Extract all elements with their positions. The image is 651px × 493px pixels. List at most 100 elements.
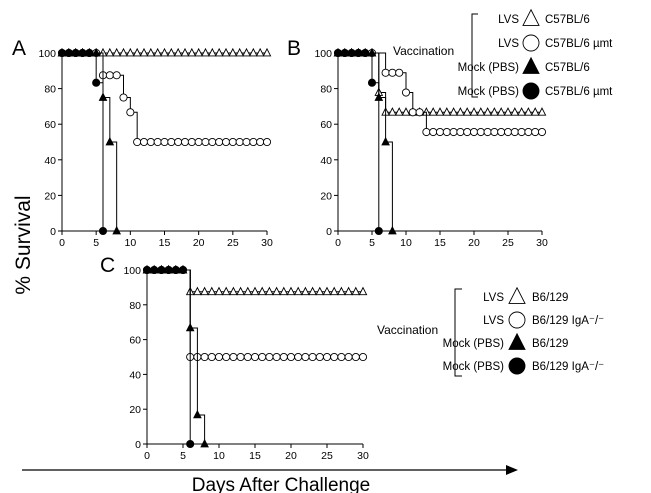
panel-b-open-triangle-point — [462, 107, 472, 116]
panel-a-open-circle-point — [133, 137, 142, 147]
legend-top-strain: C57BL/6 µmt — [545, 38, 613, 50]
panel-b-filled-circle-point — [367, 78, 377, 87]
panel-c-open-triangle-point — [272, 286, 281, 296]
legend-top-treatment: Mock (PBS) — [458, 62, 520, 74]
panel-c-open-circle-point — [272, 352, 281, 362]
panel-a-open-circle-point — [228, 137, 237, 147]
panel-b-open-triangle-point — [537, 107, 547, 116]
panel-b-open-circle-point — [510, 127, 519, 137]
panel-a-open-circle-point — [146, 137, 155, 147]
panel-a-y-tick-label: 60 — [44, 119, 56, 131]
panel-b-open-circle-point — [476, 127, 485, 137]
panel-a-open-circle-point — [105, 71, 114, 80]
panel-c-y-tick-label: 0 — [135, 439, 141, 451]
panel-a-x-tick-label: 20 — [193, 237, 205, 249]
panel-c-series-open-circle — [142, 265, 368, 362]
legend-bottom-treatment: Mock (PBS) — [443, 338, 505, 350]
panel-b-open-triangle-point — [483, 107, 492, 116]
panel-b-open-triangle-point — [388, 107, 397, 116]
legend-top-group-label: Vaccination — [393, 44, 454, 58]
panel-b-open-triangle-point — [496, 107, 506, 116]
x-axis-label: Days After Challenge — [192, 475, 371, 493]
panel-b-open-circle-point — [490, 127, 499, 137]
panel-c-y-tick-label: 100 — [123, 265, 141, 277]
panel-a-open-circle-point — [126, 108, 135, 117]
panel-c-filled-circle-point — [142, 265, 152, 275]
panel-a-open-triangle-point — [262, 47, 272, 57]
legend-top-treatment: Mock (PBS) — [458, 86, 520, 98]
panel-c-filled-circle-point — [178, 265, 188, 275]
legend-top-bracket — [471, 13, 478, 98]
panel-c-open-triangle-point — [293, 286, 303, 296]
panel-c-filled-circle-point — [150, 265, 159, 275]
panel-b-open-triangle-point — [401, 107, 411, 116]
legend-bottom-bracket — [454, 288, 462, 377]
y-axis-label: % Survival — [12, 195, 35, 294]
panel-c-open-circle-point — [322, 352, 332, 362]
panel-a-open-triangle-point — [173, 47, 183, 57]
panel-b-series-filled-circle — [333, 48, 383, 236]
legend-bottom-strain: B6/129 IgA⁻/⁻ — [532, 361, 604, 373]
legend-bottom-strain: B6/129 — [532, 292, 568, 304]
panel-b-open-circle-point — [408, 108, 417, 117]
panel-b-y-tick-label: 20 — [320, 190, 332, 202]
panel-a-open-triangle-point — [153, 47, 163, 57]
panel-a-open-triangle-point — [242, 47, 251, 57]
panel-b-open-triangle-point — [394, 107, 404, 116]
panel-c-series-filled-circle — [142, 265, 195, 449]
panel-b-open-circle-point — [435, 127, 445, 137]
panel-b-open-triangle-point — [449, 107, 458, 116]
panel-b-open-circle-point — [395, 68, 404, 77]
panel-c-open-triangle-point — [200, 286, 209, 296]
panel-b-y-tick-label: 0 — [326, 226, 332, 238]
panel-a-open-triangle-point — [248, 47, 258, 57]
panel-c-open-circle-point — [222, 352, 231, 362]
panel-a-open-circle-point — [153, 137, 162, 147]
panel-c-open-circle-point — [294, 352, 303, 362]
panel-a-series-open-circle — [57, 48, 272, 147]
panel-a-filled-circle-point — [92, 78, 101, 87]
panel-a-open-circle-point — [119, 93, 128, 102]
panel-c-open-circle-point — [250, 352, 260, 362]
panel-a-y-tick-label: 80 — [44, 84, 56, 96]
legend-top-marker-filled-triangle — [522, 56, 540, 74]
panel-c-x-tick-label: 25 — [321, 450, 333, 462]
legend-top-row: Mock (PBS) C57BL/6 µmt — [458, 82, 613, 100]
panel-c-x-tick-label: 15 — [249, 450, 261, 462]
panel-b-open-triangle-point — [476, 107, 486, 116]
legend-bottom-row: LVS B6/129 — [483, 286, 568, 304]
panel-c-letter: C — [100, 254, 115, 277]
panel-c-open-circle-point — [358, 352, 368, 362]
panel-a-y-tick-label: 0 — [50, 226, 56, 238]
legend-bottom-row: LVS B6/129 IgA⁻/⁻ — [483, 311, 604, 329]
legend-top-strain: C57BL/6 — [545, 62, 590, 74]
panel-a-open-triangle-point — [255, 47, 265, 57]
legend-bottom-row: Mock (PBS) B6/129 — [443, 332, 568, 350]
panel-b-open-triangle-point — [524, 107, 533, 116]
panel-c-open-triangle-point — [286, 286, 296, 296]
panel-c-open-circle-point — [315, 352, 324, 362]
panel-b-x-tick-label: 0 — [335, 237, 341, 249]
panel-b-y-tick-label: 100 — [314, 48, 332, 60]
panel-c-filled-circle-point — [186, 439, 195, 449]
panel-a-letter: A — [12, 37, 26, 60]
panel-c-open-triangle-point — [221, 286, 231, 296]
panel-a-filled-circle-point — [71, 48, 80, 58]
panel-c-open-triangle-point — [265, 286, 274, 296]
panel-b-open-triangle-point — [428, 107, 438, 116]
panel-b-y-tick-label: 40 — [320, 155, 332, 167]
panel-c-open-triangle-point — [236, 286, 245, 296]
panel-b-open-triangle-point — [435, 107, 445, 116]
panel-c-filled-circle-line — [147, 269, 191, 444]
panel-b-open-circle-point — [381, 68, 390, 77]
panel-a-open-circle-point — [112, 71, 121, 80]
panel-a-open-circle-point — [256, 137, 265, 147]
legend-bottom-marker-filled-triangle — [508, 332, 526, 350]
panel-a-filled-circle-point — [78, 48, 87, 58]
legend-top-row: LVS C57BL/6 µmt — [498, 34, 613, 52]
panel-b-filled-triangle-point — [388, 225, 397, 235]
x-axis-arrow-head — [506, 465, 518, 475]
